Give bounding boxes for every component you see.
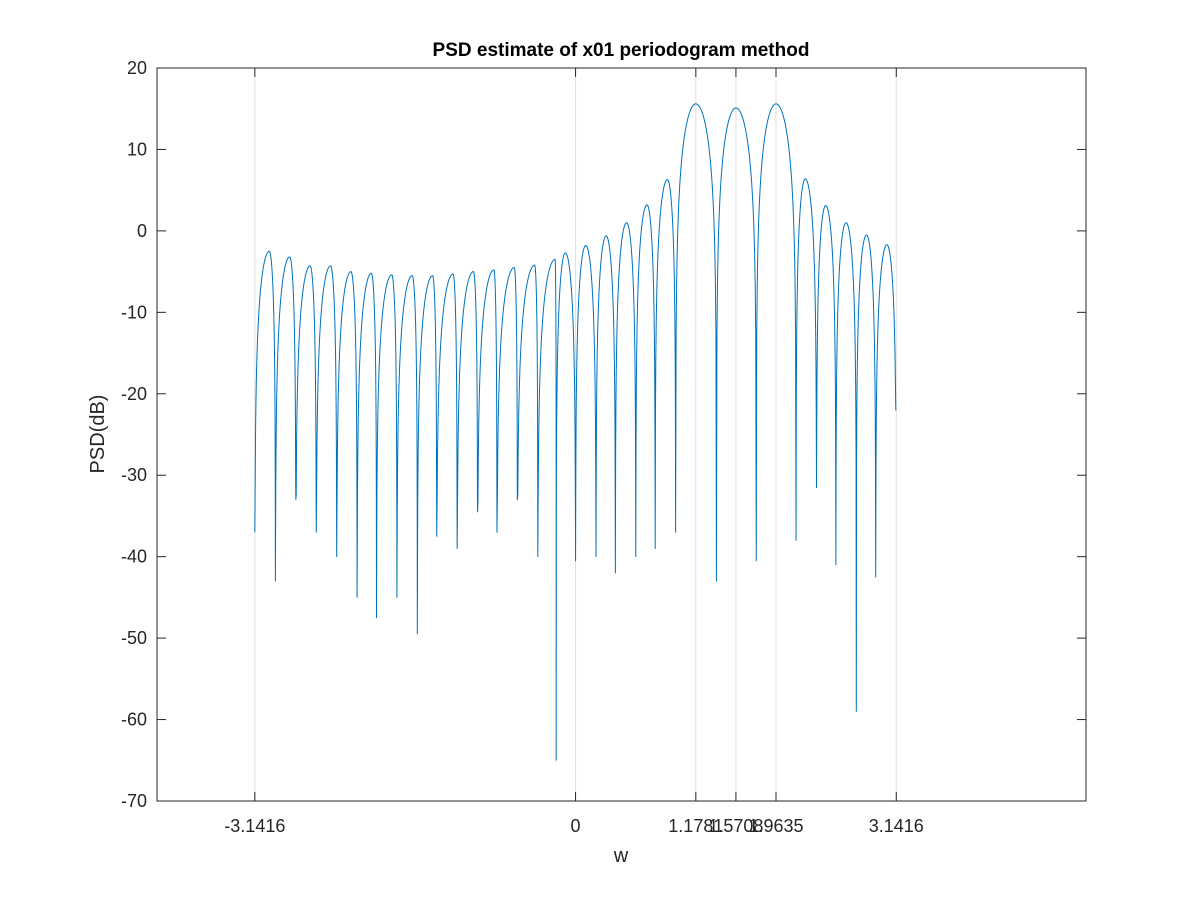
x-tick-label: 1.5708 (708, 816, 763, 836)
y-tick-label: -60 (121, 710, 147, 730)
psd-series-line (254, 103, 897, 761)
y-tick-label: 0 (137, 221, 147, 241)
y-tick-labels: 20 10 0 -10 -20 -30 -40 -50 -60 -70 (121, 58, 147, 811)
x-axis-label: w (613, 845, 629, 867)
y-tick-label: -70 (121, 791, 147, 811)
y-axis-label: PSD(dB) (87, 395, 109, 474)
plot-area-frame (156, 67, 1087, 802)
y-tick-label: -50 (121, 628, 147, 648)
y-tick-label: 20 (127, 58, 147, 78)
y-tick-label: -40 (121, 547, 147, 567)
x-tick-label: 0 (571, 816, 581, 836)
x-tick-label: 3.1416 (869, 816, 924, 836)
y-tick-label: -10 (121, 302, 147, 322)
x-tick-label: 1.1781 (668, 816, 723, 836)
chart-title: PSD estimate of x01 periodogram method (433, 40, 810, 61)
x-tick-label: -3.1416 (224, 816, 285, 836)
y-tick-label: -20 (121, 384, 147, 404)
x-tick-label: 1.9635 (748, 816, 803, 836)
y-tick-label: -30 (121, 465, 147, 485)
plot-area-background (157, 68, 1086, 801)
axis-ticks (157, 67, 1086, 802)
y-tick-label: 10 (127, 139, 147, 159)
